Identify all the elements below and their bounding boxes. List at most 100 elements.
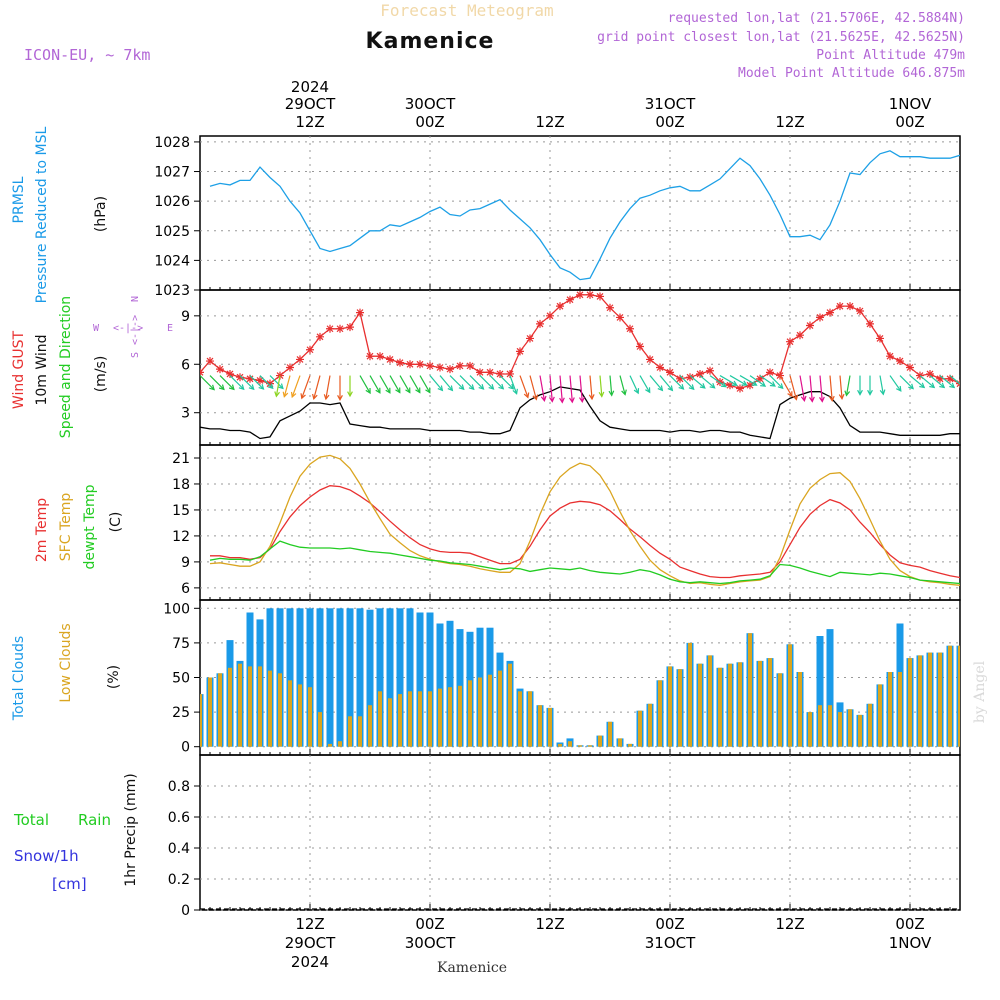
wind-arrow-head <box>731 380 738 386</box>
clouds-ytick-label: 75 <box>172 636 190 652</box>
wind-arrow <box>239 375 255 390</box>
precip-labels: Total Rain Snow/1h [cm] 1hr Precip (mm) <box>13 773 139 893</box>
clouds-plot <box>200 608 960 747</box>
top-time-label: 12Z <box>295 113 324 131</box>
clouds-bar-1 <box>808 712 812 747</box>
gust-marker <box>576 290 584 299</box>
clouds-bar-1 <box>958 645 960 747</box>
clouds-bar-1 <box>468 680 472 747</box>
wind-arrow-head <box>777 383 784 390</box>
precipitation-frame <box>199 754 961 911</box>
gust-marker <box>626 324 634 333</box>
gust-marker <box>336 324 344 333</box>
top-time-label: 12Z <box>535 113 564 131</box>
precipitation-ytick-label: 0.4 <box>168 841 190 857</box>
wind-arrow <box>659 375 673 391</box>
gust-marker <box>726 381 734 390</box>
wind-arrow-head <box>478 384 485 390</box>
clouds-bar-0 <box>376 608 384 747</box>
model-name: ICON-EU, ~ 7km <box>24 46 150 64</box>
precip-unit: 1hr Precip (mm) <box>123 773 139 886</box>
gust-marker <box>966 386 974 394</box>
clouds-bar-1 <box>898 672 902 747</box>
compass-rose: N S W E <-|-> <-|-> <box>93 296 173 358</box>
pressure-label-2: Pressure Reduced to MSL <box>34 126 50 303</box>
clouds-bar-1 <box>398 694 402 747</box>
temp-label-3: dewpt Temp <box>82 484 98 569</box>
gust-marker <box>386 355 394 364</box>
clouds-bar-1 <box>200 694 202 747</box>
gust-marker <box>446 365 454 374</box>
precipitation-ytick-label: 0.8 <box>168 779 190 795</box>
clouds-bar-1 <box>668 666 672 747</box>
gust-marker <box>506 369 514 378</box>
precipitation-ytick-label: 0 <box>181 903 190 919</box>
panel-pressure: 1023 1024 1025 1026 1027 1028 <box>154 135 961 299</box>
gust-marker <box>246 374 254 383</box>
gust-marker <box>456 361 464 370</box>
gust-marker <box>306 345 314 354</box>
panel-wind: 3 6 9 <box>181 289 974 446</box>
gust-marker <box>286 363 294 372</box>
wind-unit: (m/s) <box>93 356 109 393</box>
gust-marker <box>736 384 744 393</box>
clouds-bar-1 <box>878 684 882 747</box>
compass-arrows-v: <-|-> <box>130 315 141 345</box>
wind-arrow-head <box>282 391 289 398</box>
clouds-bar-1 <box>278 673 282 747</box>
clouds-bar-0 <box>396 608 404 747</box>
temperature-ytick-label: 21 <box>172 451 190 467</box>
clouds-bar-1 <box>338 741 342 747</box>
compass-arrows-h: <-|-> <box>113 323 143 334</box>
wind-arrow-head <box>267 383 274 390</box>
wind-arrow <box>829 375 833 401</box>
wind-arrow <box>219 375 235 390</box>
temperature-plot <box>209 454 960 586</box>
clouds-bar-1 <box>288 680 292 747</box>
clouds-bar-0 <box>286 608 294 747</box>
clouds-bar-1 <box>598 735 602 747</box>
gust-marker <box>256 376 264 385</box>
clouds-bar-1 <box>638 710 642 747</box>
precipitation-ytick-label: 0.2 <box>168 872 190 888</box>
wind-arrow-head <box>760 381 767 387</box>
wind-series-0 <box>200 294 960 390</box>
gust-marker <box>926 369 934 378</box>
pressure-ytick-label: 1028 <box>154 135 190 151</box>
wind-arrow <box>549 375 553 402</box>
clouds-bar-0 <box>316 608 324 747</box>
wind-arrow <box>699 375 715 389</box>
wind-arrow-head <box>425 387 431 394</box>
clouds-bar-0 <box>446 620 454 747</box>
gust-marker <box>496 369 504 378</box>
wind-arrow <box>283 375 291 397</box>
clouds-bar-1 <box>528 691 532 747</box>
top-time-label: 30OCT <box>405 95 456 113</box>
forecast-title: Forecast Meteogram <box>380 1 553 20</box>
pressure-unit: (hPa) <box>93 196 109 232</box>
bottom-time-label: 1NOV <box>889 934 932 952</box>
clouds-bar-1 <box>508 663 512 747</box>
clouds-bar-1 <box>948 645 952 747</box>
pressure-ytick-label: 1026 <box>154 194 190 210</box>
gust-marker <box>546 311 554 320</box>
wind-arrow-head <box>209 384 216 391</box>
wind-arrow <box>799 375 806 401</box>
wind-arrow <box>959 375 960 377</box>
wind-arrow-head <box>844 390 851 397</box>
temperature-frame <box>199 444 961 601</box>
wind-arrow-head <box>809 396 815 403</box>
gust-marker <box>596 292 604 301</box>
wind-arrow-head <box>532 394 539 401</box>
wind-arrow-head <box>458 384 465 391</box>
wind-arrow <box>929 375 945 388</box>
top-time-label: 12Z <box>775 113 804 131</box>
bottom-time-label: 12Z <box>535 915 564 933</box>
clouds-bar-1 <box>838 712 842 747</box>
gust-marker <box>366 352 374 361</box>
gust-marker <box>636 342 644 351</box>
wind-arrow <box>879 375 884 395</box>
wind-arrow <box>291 375 301 398</box>
wind-arrow-head <box>569 397 575 404</box>
clouds-bar-0 <box>816 636 824 747</box>
